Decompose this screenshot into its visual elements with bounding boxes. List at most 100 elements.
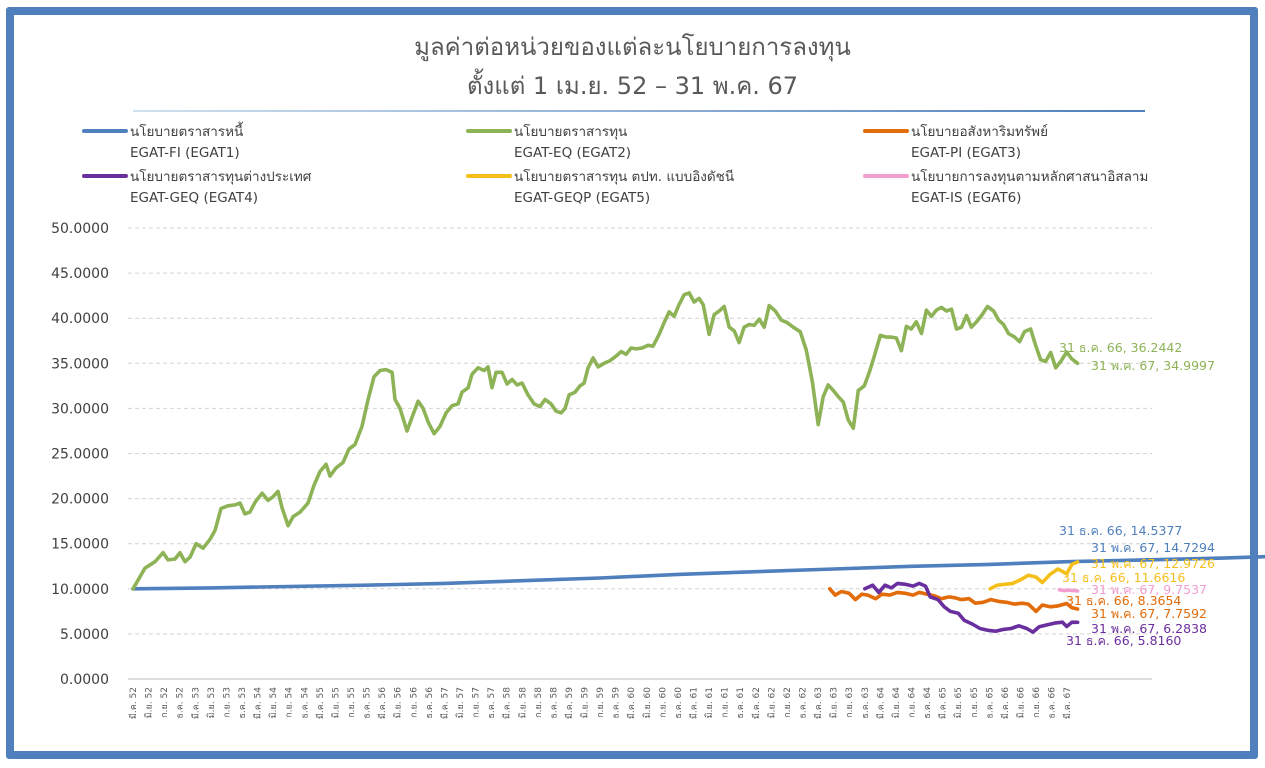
x-tick-label: ก.ย. 55 — [347, 687, 357, 718]
x-tick-label: มิ.ย. 59 — [580, 687, 591, 719]
x-tick-label: มี.ค. 67 — [1062, 687, 1073, 719]
legend-code: EGAT-FI (EGAT1) — [130, 145, 240, 161]
x-tick-label: มิ.ย. 66 — [1015, 687, 1026, 719]
data-label: 31 ธ.ค. 66, 5.8160 — [1066, 633, 1181, 648]
y-tick-label: 30.0000 — [51, 401, 109, 417]
legend-swatch-egat1 — [82, 129, 128, 133]
x-tick-label: ก.ย. 66 — [1032, 687, 1042, 718]
x-tick-label: มิ.ย. 52 — [144, 687, 155, 718]
series-lines — [131, 291, 1265, 634]
x-tick-label: ธ.ค. 60 — [674, 687, 684, 719]
x-tick-label: ธ.ค. 62 — [799, 687, 809, 719]
x-tick-label: ธ.ค. 54 — [300, 687, 310, 719]
legend-name: นโยบายตราสารทุน — [514, 124, 628, 140]
data-label: 31 พ.ค. 67, 12.9726 — [1091, 556, 1215, 571]
legend-swatch-egat6 — [863, 174, 909, 178]
legend-name: นโยบายอสังหาริมทรัพย์ — [911, 124, 1048, 140]
x-tick-label: มี.ค. 60 — [626, 687, 637, 719]
x-tick-label: ก.ย. 52 — [160, 687, 170, 718]
x-tick-label: ก.ย. 59 — [596, 687, 606, 718]
x-tick-label: ก.ย. 56 — [409, 687, 419, 718]
x-tick-label: มิ.ย. 63 — [829, 687, 840, 718]
gridlines — [128, 227, 1152, 680]
legend-code: EGAT-GEQP (EGAT5) — [514, 190, 651, 206]
x-tick-label: ธ.ค. 66 — [1048, 687, 1058, 719]
x-tick-label: มี.ค. 56 — [377, 687, 388, 719]
x-tick-label: ธ.ค. 65 — [985, 687, 995, 719]
x-tick-label: ก.ย. 60 — [658, 687, 668, 718]
legend-code: EGAT-IS (EGAT6) — [911, 190, 1022, 206]
y-tick-label: 0.0000 — [60, 672, 109, 688]
x-tick-label: มี.ค. 57 — [439, 687, 450, 719]
y-tick-label: 45.0000 — [51, 266, 109, 282]
legend-code: EGAT-EQ (EGAT2) — [514, 145, 632, 161]
x-tick-label: ธ.ค. 59 — [612, 687, 622, 719]
y-tick-label: 5.0000 — [60, 627, 109, 643]
legend-code: EGAT-GEQ (EGAT4) — [130, 190, 259, 206]
x-axis: มี.ค. 52 มิ.ย. 52 ก.ย. 52 ธ.ค. 52 มี.ค. 53 มิ… — [128, 687, 1073, 719]
x-tick-label: ธ.ค. 61 — [736, 687, 746, 719]
data-label: 31 ธ.ค. 66, 14.5377 — [1059, 523, 1182, 538]
data-label: 31 พ.ค. 67, 7.7592 — [1091, 606, 1207, 621]
series-line — [988, 560, 1080, 591]
y-tick-label: 40.0000 — [51, 311, 109, 327]
y-tick-label: 25.0000 — [51, 447, 109, 463]
x-tick-label: มิ.ย. 60 — [642, 687, 653, 719]
series-line — [862, 581, 1080, 634]
series-line — [131, 291, 1080, 591]
x-tick-label: ก.ย. 64 — [908, 687, 918, 718]
x-tick-label: ธ.ค. 57 — [487, 687, 497, 719]
x-tick-label: ก.ย. 62 — [783, 687, 793, 718]
data-label: 31 ธ.ค. 66, 36.2442 — [1059, 340, 1182, 355]
x-tick-label: ธ.ค. 58 — [549, 687, 559, 719]
data-label: 31 พ.ค. 67, 34.9997 — [1091, 358, 1215, 373]
x-tick-label: ก.ย. 65 — [970, 687, 980, 718]
x-tick-label: ธ.ค. 52 — [176, 687, 186, 719]
x-tick-label: มิ.ย. 61 — [704, 687, 715, 718]
y-tick-label: 35.0000 — [51, 356, 109, 372]
legend-name: นโยบายตราสารทุนต่างประเทศ — [130, 169, 312, 185]
chart-title: มูลค่าต่อหน่วยของแต่ละนโยบายการลงทุน — [414, 33, 851, 61]
x-tick-label: มี.ค. 53 — [190, 687, 201, 719]
x-tick-label: มี.ค. 61 — [689, 687, 700, 719]
x-tick-label: ก.ย. 53 — [222, 687, 232, 718]
legend-name: นโยบายตราสารหนี้ — [130, 124, 244, 140]
data-label: 31 ธ.ค. 66, 11.6616 — [1062, 570, 1185, 585]
legend-name: นโยบายตราสารทุน ตปท. แบบอิงดัชนี — [514, 169, 735, 185]
x-tick-label: ธ.ค. 63 — [861, 687, 871, 719]
x-tick-label: ก.ย. 58 — [534, 687, 544, 718]
y-tick-label: 50.0000 — [51, 221, 109, 237]
data-label: 31 ธ.ค. 66, 8.3654 — [1066, 593, 1181, 608]
data-label: 31 พ.ค. 67, 9.7537 — [1091, 582, 1207, 597]
x-tick-label: มิ.ย. 57 — [455, 687, 466, 718]
x-tick-label: ธ.ค. 53 — [238, 687, 248, 719]
x-tick-label: ธ.ค. 56 — [425, 687, 435, 719]
y-tick-label: 20.0000 — [51, 492, 109, 508]
legend-code: EGAT-PI (EGAT3) — [911, 145, 1022, 161]
chart-subtitle: ตั้งแต่ 1 เม.ย. 52 – 31 พ.ค. 67 — [466, 72, 799, 100]
x-tick-label: มิ.ย. 54 — [268, 687, 279, 719]
x-tick-label: ก.ย. 61 — [721, 687, 731, 718]
x-tick-label: มิ.ย. 64 — [891, 687, 902, 719]
data-label: 31 พ.ค. 67, 6.2838 — [1091, 621, 1207, 636]
legend-swatch-egat3 — [863, 129, 909, 133]
x-tick-label: ธ.ค. 55 — [363, 687, 373, 719]
x-tick-label: มิ.ย. 56 — [393, 687, 404, 719]
x-tick-label: ก.ย. 57 — [472, 687, 482, 718]
data-label: 31 พ.ค. 67, 14.7294 — [1091, 540, 1215, 555]
series-line — [131, 554, 1265, 591]
x-tick-label: ก.ย. 63 — [845, 687, 855, 718]
x-tick-label: มิ.ย. 62 — [766, 687, 777, 718]
y-tick-label: 10.0000 — [51, 582, 109, 598]
series-line — [827, 586, 1080, 614]
legend-name: นโยบายการลงทุนตามหลักศาสนาอิสลาม — [911, 169, 1149, 185]
x-tick-label: มี.ค. 59 — [564, 687, 575, 719]
x-tick-label: มี.ค. 65 — [938, 687, 949, 719]
x-tick-label: มิ.ย. 55 — [330, 687, 341, 718]
legend-swatch-egat4 — [82, 174, 128, 178]
y-axis: 0.0000 5.0000 10.0000 15.0000 20.0000 25.0000… — [51, 221, 109, 688]
x-tick-label: ธ.ค. 64 — [923, 687, 933, 719]
legend-swatch-egat5 — [466, 174, 512, 178]
data-labels: 31 ธ.ค. 66, 36.2442 31 พ.ค. 67, 34.9997 31… — [1059, 340, 1215, 648]
